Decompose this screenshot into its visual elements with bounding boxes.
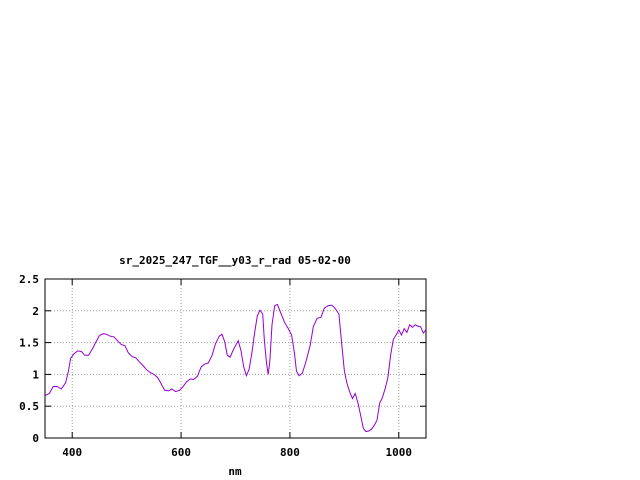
chart-title: sr_2025_247_TGF__y03_r_rad 05-02-00 [119, 254, 351, 267]
plot-frame [44, 278, 427, 439]
series-line [44, 303, 427, 433]
x-tick-label: 1000 [386, 446, 413, 459]
y-tick-label: 1 [32, 368, 39, 381]
x-tick-label: 800 [280, 446, 300, 459]
x-axis-label: nm [228, 465, 242, 478]
y-tick-label: 0 [32, 432, 39, 445]
axis-ticks: 0 0.5 1 1.5 2 2.5 400 600 800 1000 [19, 273, 426, 459]
grid [45, 279, 426, 438]
y-tick-label: 2.5 [19, 273, 39, 286]
series-group [44, 303, 427, 433]
x-tick-label: 400 [62, 446, 82, 459]
x-tick-label: 600 [171, 446, 191, 459]
y-tick-label: 0.5 [19, 400, 39, 413]
y-tick-label: 1.5 [19, 337, 39, 350]
y-tick-label: 2 [32, 305, 39, 318]
